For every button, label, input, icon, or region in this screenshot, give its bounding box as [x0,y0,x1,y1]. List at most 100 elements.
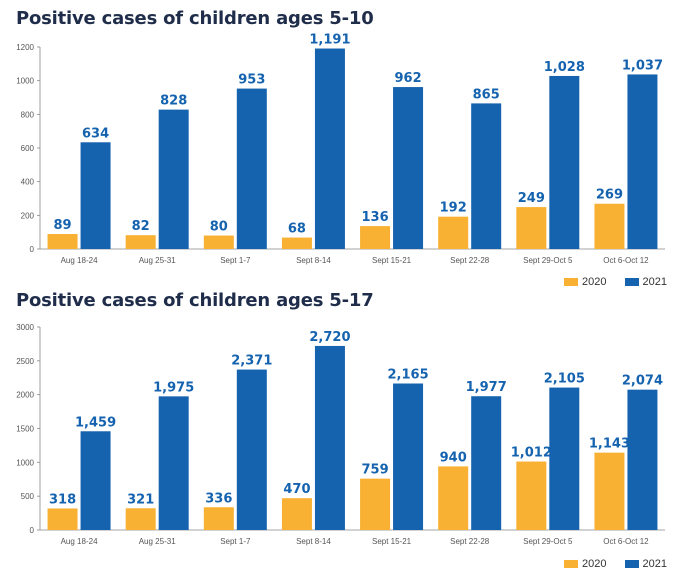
x-tick-label: Sept 1-7 [220,537,251,546]
x-tick-label: Sept 15-21 [372,537,412,546]
x-tick-label: Sept 8-14 [296,256,331,265]
legend-swatch-2020 [564,278,579,286]
y-tick-label: 2000 [16,391,34,400]
x-tick-label: Sept 22-28 [450,256,490,265]
legend-label-2020: 2020 [582,558,607,570]
data-label-2021: 828 [160,94,187,109]
bar-2020 [438,466,469,530]
y-tick-label: 0 [30,245,35,254]
data-label-2020: 192 [440,201,467,216]
data-label-2021: 2,720 [309,330,350,345]
bar-2021 [314,345,345,530]
x-tick-label: Oct 6-Oct 12 [603,537,649,546]
data-label-2020: 136 [361,210,388,225]
legend-label-2021: 2021 [642,276,667,288]
chart-2-title: Positive cases of children ages 5-17 [16,290,374,311]
data-label-2020: 249 [518,191,545,206]
bar-2021 [471,103,502,250]
bar-2021 [158,396,189,530]
data-label-2020: 269 [596,188,623,203]
y-tick-label: 200 [21,211,35,220]
bar-2021 [236,88,267,249]
data-label-2021: 634 [82,126,109,141]
x-tick-label: Aug 25-31 [139,537,176,546]
y-tick-label: 500 [21,492,35,501]
data-label-2020: 470 [283,482,310,497]
bar-2020 [47,508,78,530]
data-label-2020: 82 [132,219,150,234]
bar-2021 [80,142,111,249]
chart-2-legend: 2020 2021 [546,558,667,570]
legend-item-2020: 2020 [564,276,607,288]
chart-1-plot: 0 200 400 600 800 1000 1200 Aug 18-24 89 634 Aug 2… [16,33,665,265]
data-label-2021: 962 [394,71,421,86]
data-label-2021: 2,074 [622,374,663,389]
data-label-2021: 2,105 [544,372,585,387]
x-tick-label: Oct 6-Oct 12 [603,256,649,265]
bar-2020 [281,237,312,249]
x-tick-label: Sept 22-28 [450,537,490,546]
bar-2021 [80,431,111,530]
bar-2021 [236,369,267,530]
bar-2020 [594,452,625,530]
bar-2020 [360,226,391,249]
bar-2020 [47,234,78,249]
x-tick-label: Sept 1-7 [220,256,251,265]
y-tick-label: 400 [21,178,35,187]
data-label-2021: 1,028 [544,60,585,75]
y-tick-label: 3000 [16,323,34,332]
chart-2-plot: 0 500 1000 1500 2000 2500 3000 Aug 18-24 318 1,45… [16,323,665,546]
bar-2020 [281,498,312,530]
bar-2021 [158,109,189,250]
data-label-2020: 89 [54,218,72,233]
y-tick-label: 0 [30,526,35,535]
bar-2021 [549,75,580,249]
bar-2020 [516,207,547,249]
data-label-2021: 1,459 [75,415,116,430]
legend-swatch-2021 [624,278,639,286]
y-tick-label: 1500 [16,425,34,434]
bar-2021 [471,396,502,530]
bar-2021 [393,383,424,530]
bar-2021 [393,87,424,250]
legend-item-2021: 2021 [624,558,667,570]
x-tick-label: Sept 29-Oct 5 [523,537,573,546]
data-label-2021: 1,191 [309,33,350,48]
data-label-2020: 321 [127,492,154,507]
legend-item-2021: 2021 [624,276,667,288]
data-label-2020: 80 [210,220,228,235]
bar-2020 [203,507,234,530]
bar-2021 [627,389,658,530]
legend-item-2020: 2020 [564,558,607,570]
data-label-2020: 1,143 [589,437,630,452]
bar-2021 [314,48,345,249]
bar-2020 [438,216,469,249]
data-label-2020: 940 [440,450,467,465]
data-label-2021: 1,977 [466,380,507,395]
data-label-2020: 759 [361,463,388,478]
x-tick-label: Sept 8-14 [296,537,331,546]
legend-swatch-2021 [624,560,639,568]
legend-label-2020: 2020 [582,276,607,288]
bar-2020 [203,235,234,249]
x-tick-label: Sept 15-21 [372,256,412,265]
y-tick-label: 1000 [16,458,34,467]
legend-label-2021: 2021 [642,558,667,570]
chart-1-title: Positive cases of children ages 5-10 [16,8,374,29]
bar-2021 [549,387,580,530]
x-tick-label: Aug 25-31 [139,256,176,265]
bar-2020 [360,478,391,530]
y-tick-label: 1000 [16,77,34,86]
x-tick-label: Sept 29-Oct 5 [523,256,573,265]
data-label-2021: 953 [238,73,265,88]
x-tick-label: Aug 18-24 [61,256,98,265]
bar-2020 [594,203,625,249]
bar-2021 [627,74,658,250]
data-label-2020: 336 [205,491,232,506]
data-label-2020: 68 [288,222,306,237]
chart-1-legend: 2020 2021 [546,276,667,288]
data-label-2021: 865 [473,87,500,102]
data-label-2021: 2,165 [388,368,429,383]
bar-2020 [125,508,156,530]
y-tick-label: 800 [21,110,35,119]
